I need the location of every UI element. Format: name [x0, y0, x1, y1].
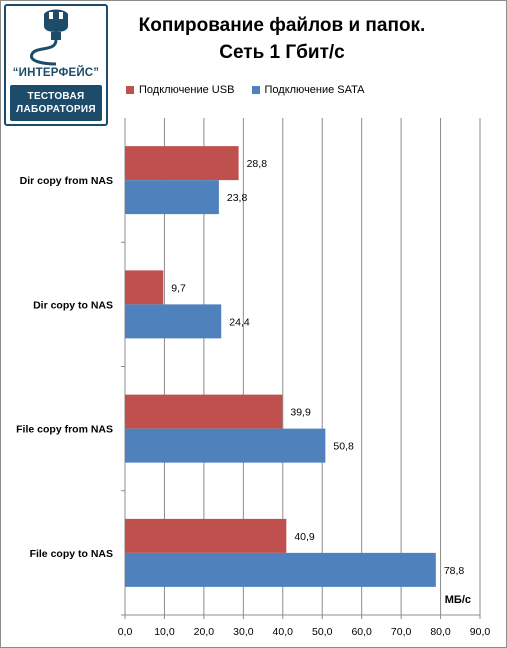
data-label: 23,8 — [227, 192, 248, 204]
unit-label: МБ/с — [445, 594, 471, 606]
x-tick-label: 70,0 — [391, 626, 412, 638]
chart-title: Копирование файлов и папок. Сеть 1 Гбит/… — [112, 12, 452, 66]
data-label: 40,9 — [294, 531, 315, 543]
bar-usb — [125, 146, 239, 181]
x-tick-label: 10,0 — [154, 626, 175, 638]
legend-item-usb: Подключение USB — [126, 84, 234, 96]
chart-title-line2: Сеть 1 Гбит/с — [219, 42, 345, 63]
bar-usb — [125, 518, 287, 553]
legend-label-usb: Подключение USB — [139, 84, 235, 96]
legend-label-sata: Подключение SATA — [264, 84, 365, 96]
bar-sata — [125, 180, 219, 215]
category-label: Dir copy from NAS — [20, 175, 113, 187]
category-label: File copy from NAS — [16, 424, 113, 436]
data-label: 9,7 — [171, 282, 186, 294]
bar-sata — [125, 428, 326, 463]
bar-usb — [125, 394, 283, 429]
chart-title-line1: Копирование файлов и папок. — [138, 15, 426, 36]
x-tick-label: 80,0 — [430, 626, 451, 638]
x-tick-label: 60,0 — [351, 626, 372, 638]
x-tick-label: 40,0 — [273, 626, 294, 638]
lab-logo: “ИНТЕРФЕЙС” ТЕСТОВАЯ ЛАБОРАТОРИЯ — [4, 4, 108, 126]
data-label: 24,4 — [229, 316, 250, 328]
logo-line2: ЛАБОРАТОРИЯ — [16, 104, 96, 115]
x-tick-label: 20,0 — [194, 626, 215, 638]
logo-line1: ТЕСТОВАЯ — [27, 91, 85, 102]
x-tick-label: 0,0 — [118, 626, 133, 638]
plug-icon — [29, 9, 68, 66]
x-tick-label: 90,0 — [470, 626, 491, 638]
bar-usb — [125, 270, 164, 305]
legend-swatch-usb — [126, 86, 134, 94]
chart-legend: Подключение USB Подключение SATA — [126, 84, 378, 97]
category-label: File copy to NAS — [30, 548, 113, 560]
logo-name: “ИНТЕРФЕЙС” — [12, 67, 100, 79]
bar-sata — [125, 552, 436, 587]
x-tick-label: 30,0 — [233, 626, 254, 638]
data-label: 50,8 — [333, 441, 354, 453]
bar-sata — [125, 304, 222, 339]
data-label: 39,9 — [290, 407, 311, 419]
data-label: 78,8 — [444, 565, 465, 577]
logo-band: ТЕСТОВАЯ ЛАБОРАТОРИЯ — [10, 85, 102, 121]
category-label: Dir copy to NAS — [33, 299, 113, 311]
legend-item-sata: Подключение SATA — [251, 84, 365, 96]
x-tick-label: 50,0 — [312, 626, 333, 638]
legend-swatch-sata — [251, 86, 260, 94]
data-label: 28,8 — [247, 158, 268, 170]
